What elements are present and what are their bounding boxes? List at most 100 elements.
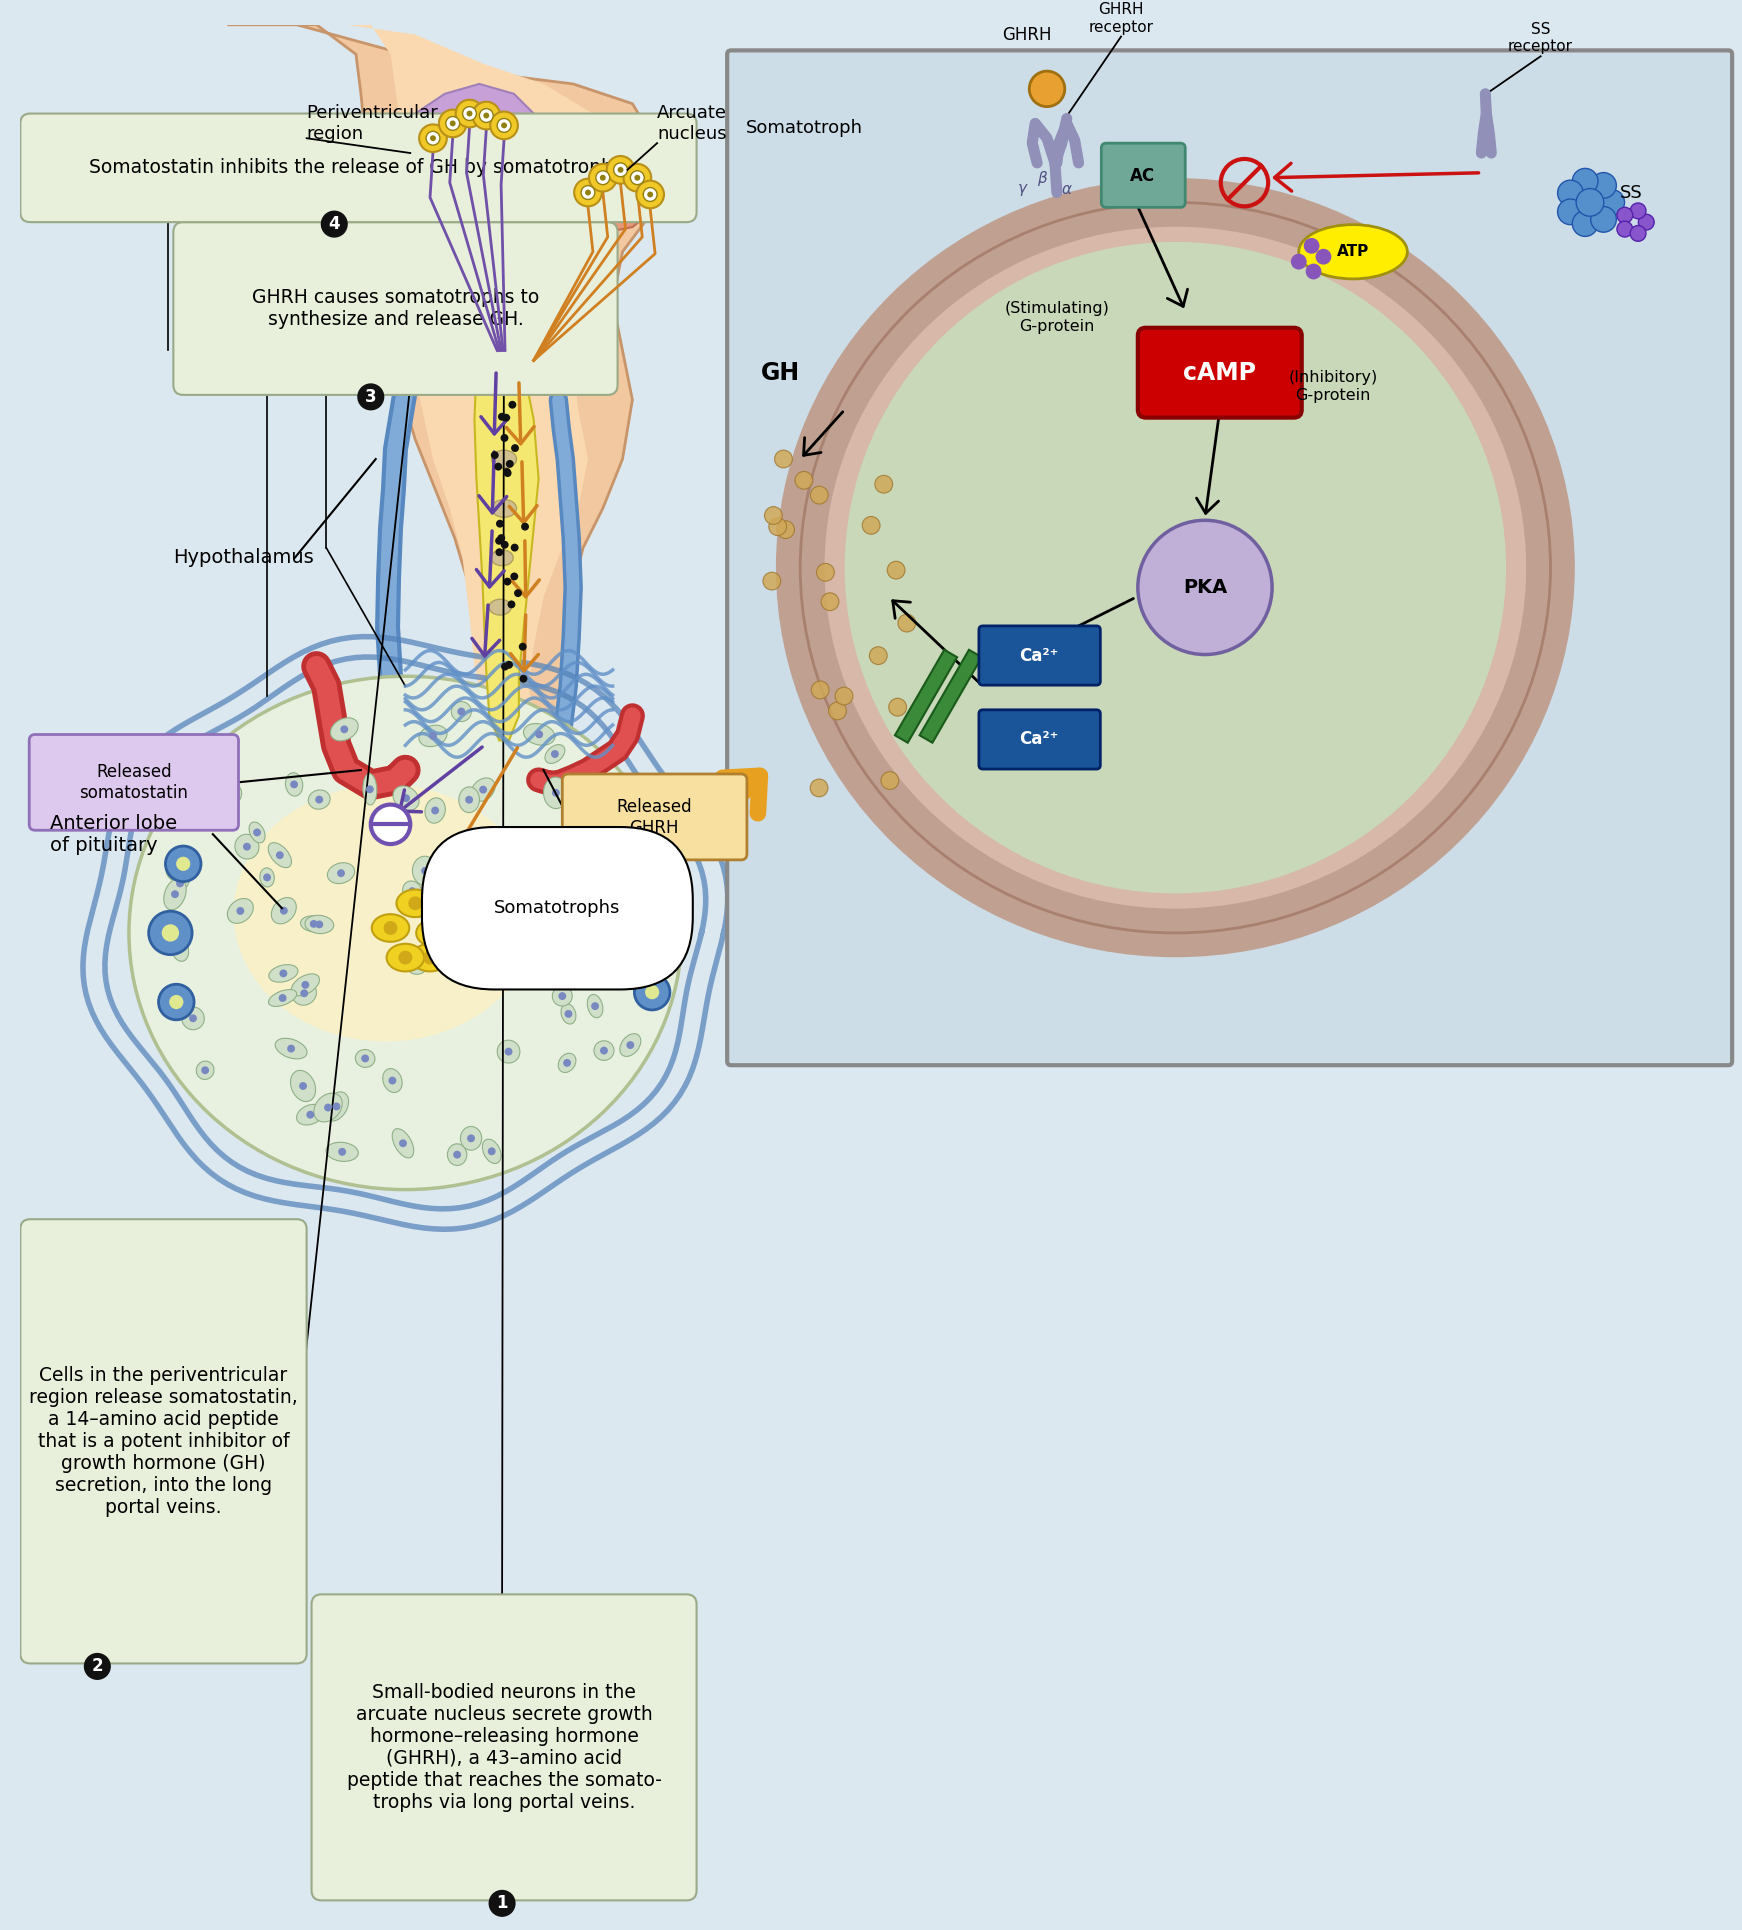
Polygon shape (474, 351, 538, 741)
Ellipse shape (293, 982, 317, 1006)
Text: Periventricular
region: Periventricular region (307, 104, 439, 143)
Circle shape (422, 867, 429, 874)
Circle shape (794, 471, 814, 488)
Circle shape (1590, 207, 1617, 232)
Circle shape (1557, 199, 1583, 224)
Circle shape (538, 865, 545, 872)
Circle shape (491, 452, 498, 459)
Circle shape (1291, 253, 1306, 270)
Circle shape (1138, 521, 1272, 654)
Circle shape (606, 156, 634, 183)
Polygon shape (411, 83, 544, 203)
Circle shape (453, 1150, 462, 1158)
Ellipse shape (544, 828, 573, 851)
Circle shape (632, 924, 648, 940)
Circle shape (777, 521, 794, 538)
Circle shape (571, 857, 578, 867)
Circle shape (490, 1891, 516, 1916)
Circle shape (1303, 237, 1319, 253)
Circle shape (510, 544, 519, 552)
Ellipse shape (531, 861, 550, 876)
Circle shape (310, 921, 317, 928)
Text: ATP: ATP (1336, 245, 1369, 259)
Circle shape (810, 780, 827, 797)
Ellipse shape (371, 915, 409, 942)
Ellipse shape (413, 857, 437, 886)
Circle shape (279, 969, 287, 977)
Text: GHRH
receptor: GHRH receptor (1089, 2, 1153, 35)
Circle shape (280, 907, 287, 915)
Circle shape (366, 786, 375, 793)
Text: Cells in the periventricular
region release somatostatin,
a 14–amino acid peptid: Cells in the periventricular region rele… (30, 1366, 298, 1517)
Circle shape (1577, 189, 1604, 216)
Circle shape (521, 523, 530, 531)
Circle shape (361, 1054, 369, 1062)
Circle shape (580, 884, 587, 892)
Ellipse shape (301, 917, 327, 932)
Text: GH: GH (761, 361, 800, 386)
Ellipse shape (544, 778, 568, 809)
Circle shape (432, 807, 439, 814)
Circle shape (279, 994, 287, 1002)
Circle shape (226, 793, 235, 801)
FancyBboxPatch shape (30, 735, 239, 830)
Circle shape (496, 519, 503, 527)
Circle shape (300, 1083, 307, 1090)
Ellipse shape (557, 1054, 577, 1073)
Circle shape (563, 1060, 571, 1067)
Circle shape (85, 1654, 110, 1679)
Circle shape (502, 122, 507, 129)
Ellipse shape (392, 1129, 415, 1158)
Text: (Stimulating)
G-protein: (Stimulating) G-protein (1005, 301, 1110, 334)
Ellipse shape (425, 797, 446, 824)
Ellipse shape (324, 1092, 348, 1121)
FancyBboxPatch shape (21, 114, 697, 222)
Circle shape (1557, 179, 1583, 207)
Circle shape (582, 791, 591, 799)
Text: cAMP: cAMP (1183, 361, 1256, 386)
Circle shape (176, 944, 183, 951)
Ellipse shape (164, 878, 186, 909)
Text: β: β (1036, 170, 1047, 185)
FancyBboxPatch shape (312, 1594, 697, 1901)
Circle shape (148, 911, 192, 955)
Text: Ca²⁺: Ca²⁺ (1019, 730, 1059, 749)
Circle shape (388, 1077, 397, 1085)
Circle shape (324, 1104, 333, 1112)
Text: Anterior lobe
of pituitary: Anterior lobe of pituitary (51, 814, 178, 855)
Text: AC: AC (1131, 166, 1155, 185)
Circle shape (420, 124, 446, 152)
Ellipse shape (566, 849, 584, 874)
Circle shape (336, 868, 345, 876)
Circle shape (627, 1040, 634, 1050)
Text: GHRH causes somatotrophs to
synthesize and release GH.: GHRH causes somatotrophs to synthesize a… (253, 288, 538, 328)
Ellipse shape (448, 1144, 467, 1166)
Circle shape (596, 172, 610, 185)
Ellipse shape (491, 450, 516, 467)
Circle shape (624, 164, 652, 191)
Ellipse shape (314, 1092, 341, 1121)
Circle shape (519, 643, 526, 650)
Circle shape (500, 434, 509, 442)
Circle shape (446, 116, 460, 131)
Circle shape (479, 786, 488, 793)
Circle shape (1590, 172, 1617, 199)
Ellipse shape (557, 836, 580, 853)
Circle shape (636, 181, 664, 208)
Ellipse shape (491, 550, 514, 565)
Circle shape (596, 868, 604, 876)
Circle shape (490, 112, 517, 139)
Text: Ca²⁺: Ca²⁺ (1019, 647, 1059, 664)
Ellipse shape (308, 789, 331, 809)
Circle shape (383, 921, 397, 934)
Ellipse shape (573, 786, 598, 807)
Circle shape (869, 647, 887, 664)
Circle shape (888, 699, 906, 716)
Ellipse shape (472, 778, 495, 801)
Circle shape (881, 772, 899, 789)
Circle shape (862, 517, 880, 535)
Ellipse shape (387, 944, 423, 971)
Circle shape (413, 959, 422, 967)
Ellipse shape (197, 1062, 214, 1079)
Circle shape (338, 1148, 347, 1156)
